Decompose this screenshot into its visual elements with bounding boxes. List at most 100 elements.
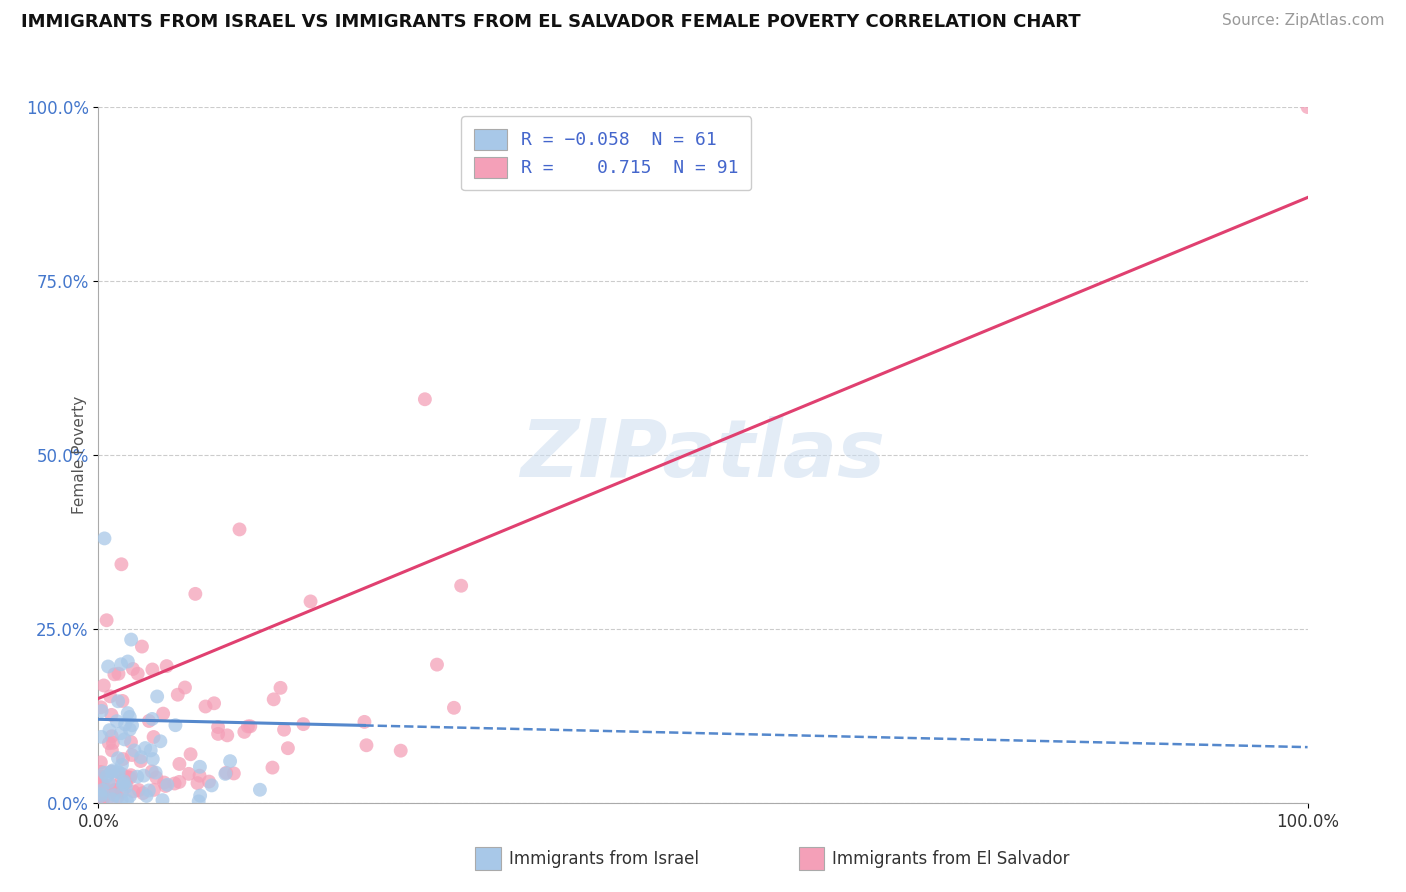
Point xyxy=(98,690,121,704)
Point xyxy=(97,659,120,673)
Point xyxy=(111,757,134,772)
Point xyxy=(353,714,375,729)
Point xyxy=(118,789,141,803)
Point xyxy=(184,587,207,601)
Point xyxy=(107,666,129,681)
Point xyxy=(156,778,179,792)
Point xyxy=(233,724,256,739)
Y-axis label: Female Poverty: Female Poverty xyxy=(72,396,87,514)
Point xyxy=(110,558,132,572)
Point xyxy=(215,765,238,780)
Point xyxy=(277,741,299,756)
Point xyxy=(90,787,112,801)
Point xyxy=(217,728,239,742)
Point xyxy=(222,766,245,780)
Point xyxy=(127,770,149,784)
Point xyxy=(105,714,128,729)
Point xyxy=(141,764,163,779)
Point xyxy=(127,666,149,681)
Point xyxy=(139,743,162,757)
Point xyxy=(90,770,112,784)
Point xyxy=(90,792,112,806)
Point xyxy=(138,783,160,797)
Point xyxy=(117,770,139,784)
Point xyxy=(101,764,124,778)
Point xyxy=(91,792,114,806)
Point xyxy=(120,771,142,785)
Point xyxy=(103,783,125,797)
Point xyxy=(90,764,112,779)
Point xyxy=(169,775,191,789)
Point xyxy=(177,767,200,781)
Point xyxy=(149,734,172,748)
Point xyxy=(111,793,134,807)
Point xyxy=(121,747,143,762)
Point xyxy=(90,787,112,801)
Point xyxy=(142,752,165,766)
Point xyxy=(141,663,163,677)
Legend: R = −0.058  N = 61, R =    0.715  N = 91: R = −0.058 N = 61, R = 0.715 N = 91 xyxy=(461,116,751,190)
Point xyxy=(141,712,163,726)
Point xyxy=(110,657,132,672)
Point xyxy=(112,774,135,789)
Point xyxy=(129,754,152,768)
Point xyxy=(180,747,202,762)
Point xyxy=(187,794,209,808)
Point xyxy=(299,594,322,608)
Point xyxy=(188,789,211,803)
Point xyxy=(111,752,134,766)
Point xyxy=(91,778,114,792)
Point xyxy=(194,699,217,714)
Point xyxy=(103,788,125,802)
Point xyxy=(443,701,465,715)
Point xyxy=(207,727,229,741)
Point xyxy=(155,779,177,793)
Point xyxy=(239,719,262,733)
Point xyxy=(104,783,127,797)
Point xyxy=(263,692,285,706)
Point xyxy=(110,726,132,740)
Point xyxy=(90,730,112,744)
Point xyxy=(356,738,378,752)
Point xyxy=(146,690,169,704)
Point xyxy=(111,778,134,792)
Point xyxy=(111,694,134,708)
Point xyxy=(188,760,211,774)
Point xyxy=(101,778,124,792)
Point xyxy=(97,775,120,789)
Point xyxy=(273,723,295,737)
Point xyxy=(122,662,145,676)
Point xyxy=(120,768,142,782)
Point xyxy=(153,775,176,789)
Point xyxy=(201,778,224,792)
Point xyxy=(389,744,412,758)
Point xyxy=(163,776,186,790)
Point xyxy=(166,688,188,702)
Point xyxy=(145,771,167,785)
Point xyxy=(138,714,160,728)
Point xyxy=(90,756,112,770)
Point xyxy=(121,718,143,732)
Point xyxy=(118,710,141,724)
Point xyxy=(90,776,112,790)
Point xyxy=(262,761,284,775)
Point xyxy=(188,769,211,783)
Point xyxy=(112,732,135,747)
Point xyxy=(111,772,134,786)
Point xyxy=(132,769,155,783)
Point xyxy=(100,764,122,779)
Point xyxy=(114,717,136,731)
Text: Immigrants from Israel: Immigrants from Israel xyxy=(509,849,699,868)
Point xyxy=(93,532,115,546)
Point xyxy=(165,718,187,732)
Point xyxy=(91,783,114,797)
Point xyxy=(207,720,229,734)
Point xyxy=(426,657,449,672)
Point xyxy=(131,640,153,654)
Point xyxy=(98,723,121,738)
Point xyxy=(90,704,112,718)
Point xyxy=(115,780,138,794)
Point xyxy=(107,764,129,779)
Text: ZIPatlas: ZIPatlas xyxy=(520,416,886,494)
Point xyxy=(450,579,472,593)
